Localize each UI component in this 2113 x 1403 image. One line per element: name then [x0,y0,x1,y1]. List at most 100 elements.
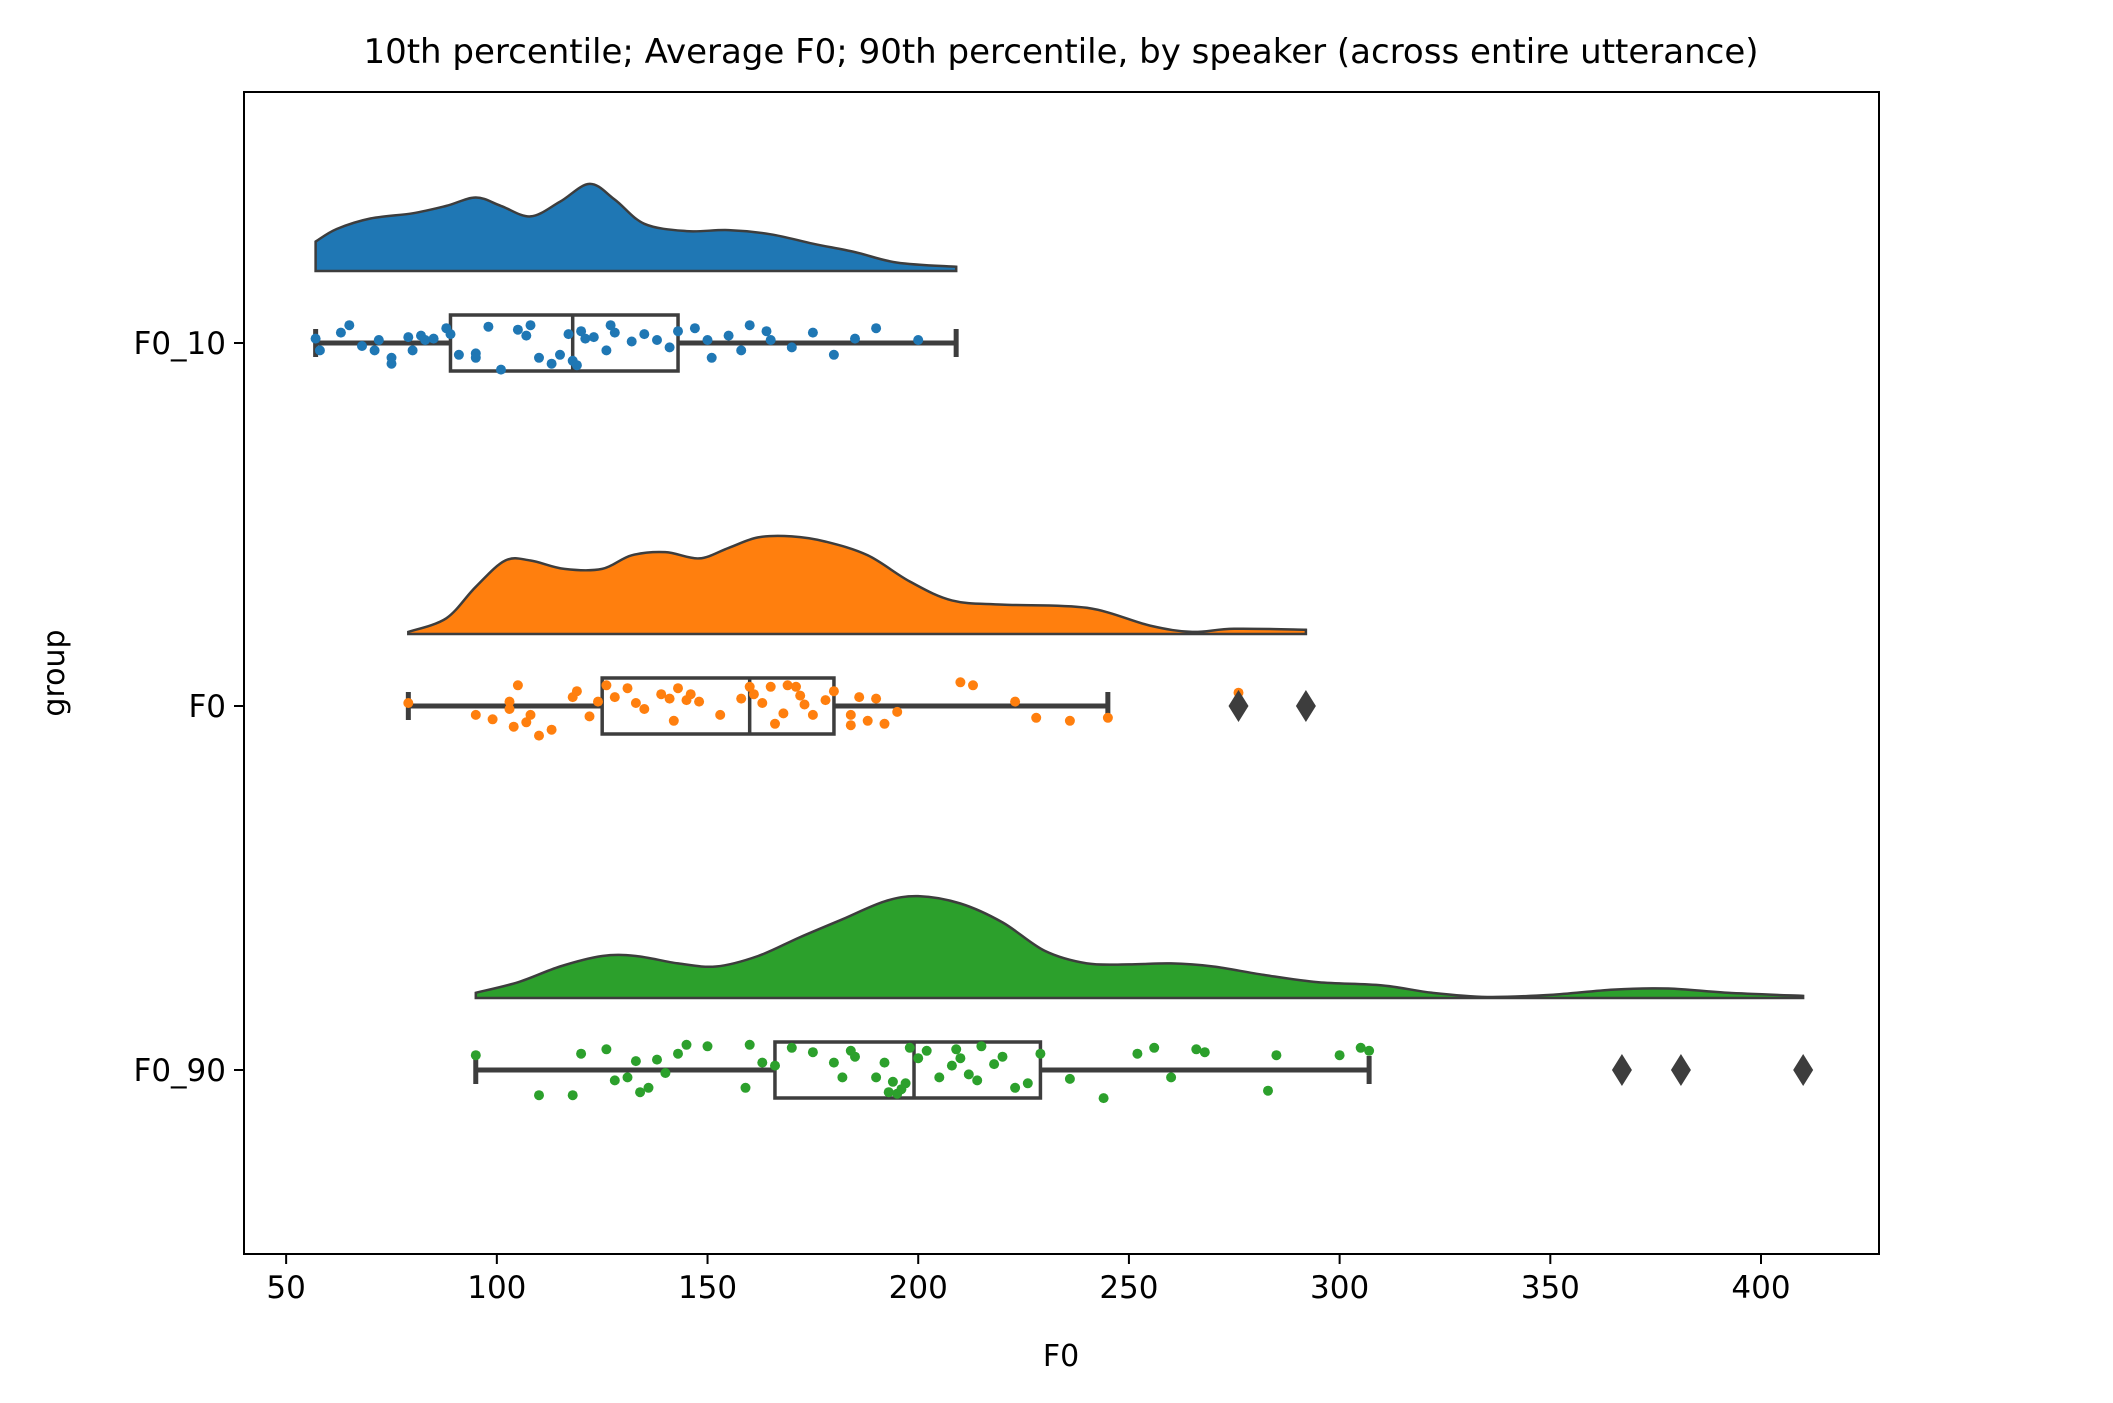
data-point [335,327,346,338]
data-point [605,320,616,331]
data-point [407,345,418,356]
data-point [635,1087,646,1098]
data-point [652,1054,662,1065]
data-point [626,336,637,347]
outlier-markers [1228,690,1814,1086]
data-point [664,342,675,353]
data-point [761,326,772,337]
data-point [470,709,481,720]
data-point [609,1075,620,1086]
data-point [1191,1044,1202,1055]
data-point [668,715,679,726]
data-point [685,689,696,700]
data-point [892,706,903,717]
data-point [1098,1093,1109,1104]
data-point [715,709,726,720]
y-tick-label: F0_10 [133,326,226,362]
data-point [1199,1047,1210,1058]
x-tick-label: 350 [1521,1270,1580,1306]
data-point [946,1060,957,1071]
x-tick-label: 150 [678,1270,737,1306]
data-point [807,709,818,720]
data-point [795,690,806,701]
data-point [913,1053,924,1064]
data-point [555,349,565,360]
data-point [512,680,523,691]
data-point [601,680,612,691]
data-point [871,323,882,334]
data-point [955,677,966,688]
data-point [1010,696,1021,707]
data-point [496,364,506,375]
box-iqr [600,676,836,736]
data-point [883,1087,894,1098]
data-point [1022,1078,1033,1089]
data-point [622,683,633,694]
plot-frame [243,91,1880,1255]
data-point [571,360,582,371]
data-point [483,321,494,332]
data-point [770,718,780,729]
outlier-point [1611,1054,1632,1086]
data-point [887,1076,898,1087]
data-point [639,329,650,340]
data-point [791,681,801,692]
data-point [951,1044,962,1055]
density-cloud-f0-10 [314,182,958,273]
data-point [609,692,620,703]
data-point [913,335,924,345]
data-point [1334,1050,1345,1061]
data-point [588,332,599,343]
data-point [976,1041,987,1052]
data-point [786,342,797,353]
data-point [921,1045,932,1056]
data-point [420,335,431,345]
box-iqr [448,313,680,373]
data-point [470,348,481,359]
data-point [403,332,414,343]
x-axis-label: F0 [1043,1339,1079,1374]
data-point [879,718,890,729]
data-point [652,335,662,345]
data-point [310,333,321,344]
data-point [807,327,818,338]
y-tick-label: F0_90 [133,1053,226,1089]
data-point [854,692,865,703]
data-point [673,1048,683,1059]
outlier-point [1793,1054,1814,1086]
chart-title: 10th percentile; Average F0; 90th percen… [363,32,1758,72]
data-point [871,1072,882,1083]
data-point [744,1039,755,1050]
data-point [643,1082,654,1093]
data-point [576,1048,587,1059]
data-point [571,686,582,697]
data-point [521,330,532,341]
data-point [357,341,367,351]
data-point [702,1041,713,1052]
data-point [673,683,683,694]
data-point [1355,1042,1366,1053]
data-point [681,1039,692,1050]
data-point [428,333,439,344]
data-point [673,326,683,337]
data-point [900,1078,911,1089]
x-tick-label: 100 [467,1270,526,1306]
data-point [736,345,747,356]
data-point [850,333,860,344]
x-axis-ticks: 50 100 150 200 250 300 350 400 [266,1254,1791,1306]
data-point [487,714,498,725]
y-tick-label: F0 [188,689,226,725]
data-point [765,335,776,345]
data-point [546,724,557,735]
x-tick-label: 50 [266,1270,305,1306]
data-point [968,680,978,691]
data-point [373,335,384,345]
data-point [470,1050,481,1061]
data-point [828,1057,839,1068]
data-point [525,320,536,331]
data-point [807,1047,818,1058]
data-point [770,1060,780,1071]
data-point [828,686,839,697]
data-point [955,1053,966,1064]
outlier-point [1670,1054,1691,1086]
